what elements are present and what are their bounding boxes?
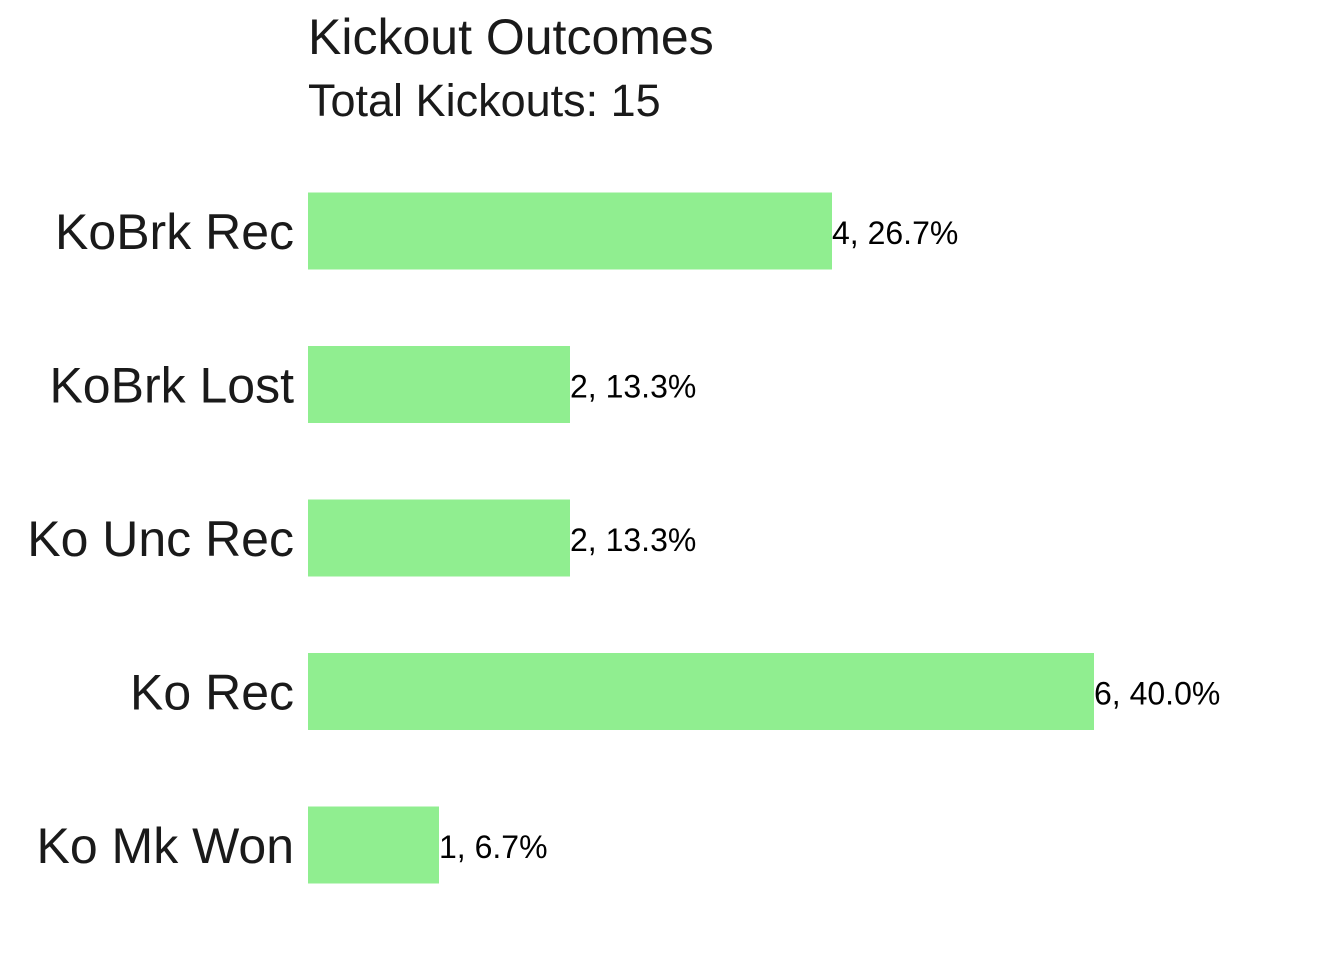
chart-title: Kickout Outcomes xyxy=(308,9,714,65)
bar xyxy=(308,346,570,423)
bar xyxy=(308,806,439,884)
data-label: 4, 26.7% xyxy=(832,215,958,251)
category-label: Ko Mk Won xyxy=(37,818,295,874)
category-label: KoBrk Lost xyxy=(49,358,294,414)
data-label: 2, 13.3% xyxy=(570,369,696,405)
data-label: 1, 6.7% xyxy=(439,829,548,865)
chart-subtitle: Total Kickouts: 15 xyxy=(308,75,661,126)
category-label: Ko Unc Rec xyxy=(27,511,294,567)
category-label: Ko Rec xyxy=(130,665,294,721)
data-label: 2, 13.3% xyxy=(570,522,696,558)
bar xyxy=(308,192,832,270)
bars-layer: KoBrk Rec 4, 26.7% KoBrk Lost 2, 13.3% Ko Un… xyxy=(27,192,1220,884)
data-label: 6, 40.0% xyxy=(1094,676,1220,712)
category-label: KoBrk Rec xyxy=(55,204,294,260)
bar xyxy=(308,499,570,577)
bar xyxy=(308,653,1094,730)
